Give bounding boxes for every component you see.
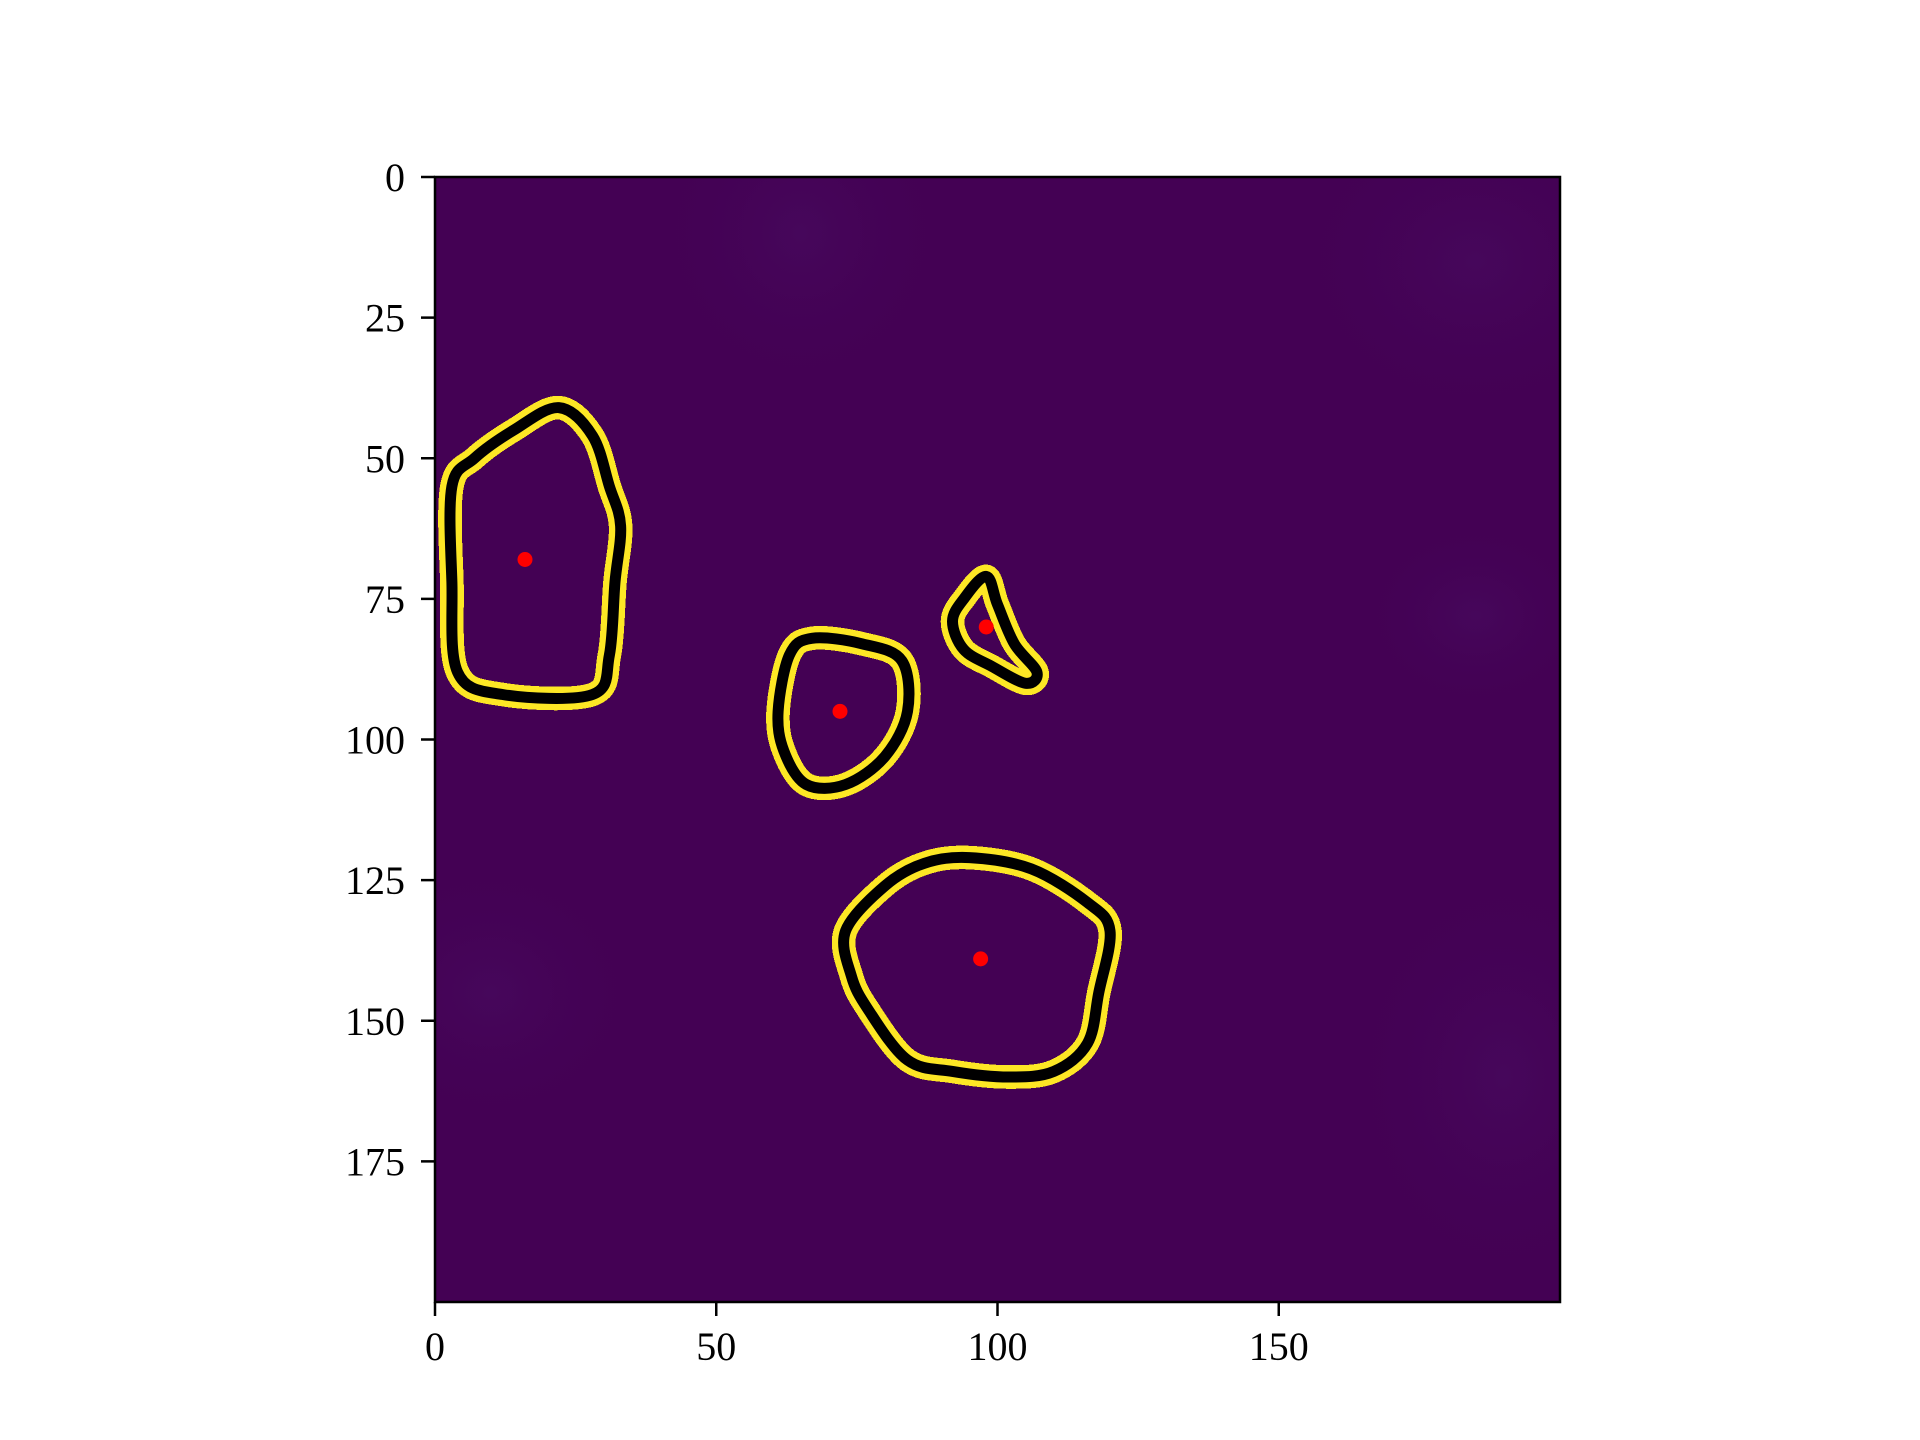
centroid-point-2 (832, 703, 848, 719)
x-axis: 0 50 100 150 (425, 1302, 1309, 1369)
background-tint (1335, 852, 1560, 1302)
y-axis: 0 25 50 75 100 125 150 175 (345, 155, 435, 1184)
centroid-point-4 (973, 951, 989, 967)
y-tick-label: 25 (365, 296, 405, 341)
contour-line-2 (772, 632, 915, 794)
x-tick-label: 0 (425, 1324, 445, 1369)
x-tick-label: 50 (696, 1324, 736, 1369)
background-tint-patches (435, 177, 1560, 1302)
plot-area (435, 177, 1560, 1302)
centroid-point-1 (517, 552, 533, 567)
y-tick-label: 75 (365, 577, 405, 622)
x-tick-label: 150 (1249, 1324, 1309, 1369)
y-tick-label: 175 (345, 1139, 405, 1184)
y-tick-label: 150 (345, 999, 405, 1044)
contour-lines (444, 402, 1116, 1083)
background-tint (435, 852, 649, 1134)
y-tick-label: 50 (365, 436, 405, 481)
centroid-markers (517, 552, 994, 967)
y-tick-label: 100 (345, 718, 405, 763)
y-tick-label: 125 (345, 858, 405, 903)
contour-line-3 (947, 570, 1043, 689)
contour-line-4 (838, 851, 1116, 1083)
contour-line-1 (444, 402, 627, 704)
y-tick-label: 0 (385, 155, 405, 200)
background-tint (1351, 514, 1560, 717)
centroid-point-3 (978, 619, 994, 635)
background-tint (643, 177, 959, 402)
background-tint (1278, 177, 1560, 431)
x-tick-label: 100 (968, 1324, 1028, 1369)
